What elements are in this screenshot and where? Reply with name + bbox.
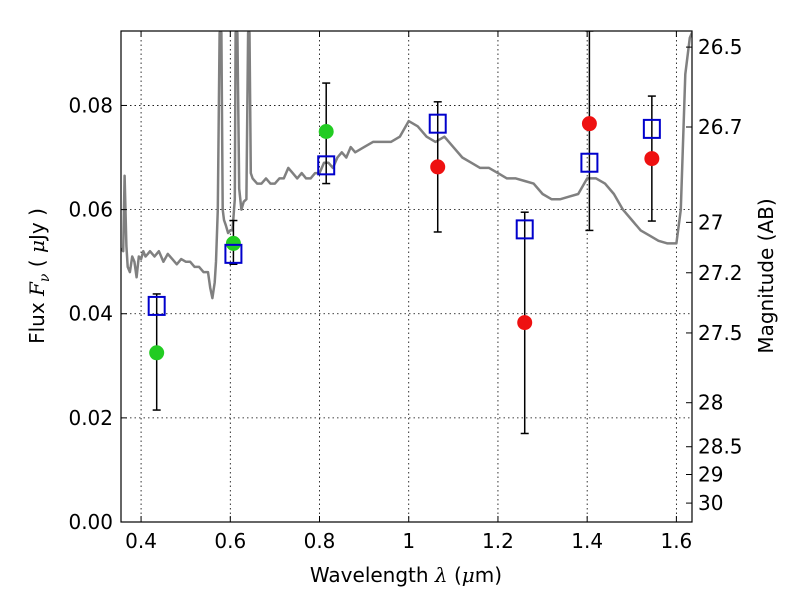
x-tick-label: 0.8 — [304, 529, 336, 553]
right-axis-title: Magnitude (AB) — [754, 198, 778, 353]
observed-flux-square — [515, 219, 534, 240]
y-tick-label: 0.08 — [68, 93, 113, 117]
x-tick-label: 1 — [402, 529, 415, 553]
x-tick-label: 1.4 — [571, 529, 603, 553]
y-axis-title: Flux Fν ( μJy ) — [25, 208, 53, 344]
mag-tick-label: 28 — [698, 391, 723, 415]
red-model-point — [581, 116, 597, 132]
mag-tick-label: 30 — [698, 491, 723, 515]
plot-frame — [120, 30, 693, 523]
green-model-point — [225, 235, 241, 251]
y-axis-title-f: F — [25, 281, 49, 297]
x-tick-label: 0.6 — [214, 529, 246, 553]
mag-tick-label: 27.5 — [698, 321, 743, 345]
y-tick-label: 0.02 — [68, 406, 113, 430]
green-model-point — [149, 345, 165, 361]
y-tick-label: 0.04 — [68, 302, 113, 326]
y-tick-label: 0.06 — [68, 198, 113, 222]
observed-flux-square — [428, 113, 447, 134]
grid-lines — [121, 31, 692, 523]
mag-tick-label: 27 — [698, 210, 723, 234]
green-model-point — [318, 123, 334, 139]
data-layer — [121, 31, 692, 435]
x-axis-title-mu: μ — [462, 563, 475, 587]
mag-tick-label: 29 — [698, 463, 723, 487]
x-tick-label: 1.2 — [482, 529, 514, 553]
y-axis-title-unit: Jy ) — [25, 208, 49, 242]
red-model-point — [644, 151, 660, 167]
x-axis-title-paren: ( — [448, 563, 462, 587]
y-tick-label: 0.00 — [68, 510, 113, 534]
red-model-point — [517, 315, 533, 331]
mag-tick-label: 28.5 — [698, 435, 743, 459]
x-axis-title-lambda: λ — [434, 563, 448, 587]
mag-tick-label: 26.7 — [698, 115, 743, 139]
x-axis-title-prefix: Wavelength — [310, 563, 435, 587]
x-tick-label: 1.6 — [660, 529, 692, 553]
x-axis-title-unit: m) — [475, 563, 502, 587]
x-tick-label: 0.4 — [125, 529, 157, 553]
mag-tick-label: 26.5 — [698, 35, 743, 59]
x-axis-title: Wavelength λ (μm) — [310, 563, 502, 587]
observed-flux-square — [580, 152, 599, 173]
observed-flux-square — [642, 118, 661, 139]
mag-tick-label: 27.2 — [698, 261, 743, 285]
y-axis-title-prefix: Flux — [25, 296, 49, 344]
axis-ticks: 0.4 0.6 0.8 1 1.2 1.4 1.6 0.00 0.02 0.04 0.06 0.08 2… — [68, 31, 743, 553]
observed-flux-square — [317, 155, 336, 176]
observed-flux-square — [147, 295, 166, 316]
y-axis-title-open: ( — [25, 253, 49, 274]
red-model-point — [430, 159, 446, 175]
template-spectrum-line — [121, 31, 692, 300]
y-axis-title-nu: ν — [37, 273, 53, 282]
observed-flux-square — [224, 243, 243, 264]
y-axis-title-mu: μ — [25, 240, 49, 253]
